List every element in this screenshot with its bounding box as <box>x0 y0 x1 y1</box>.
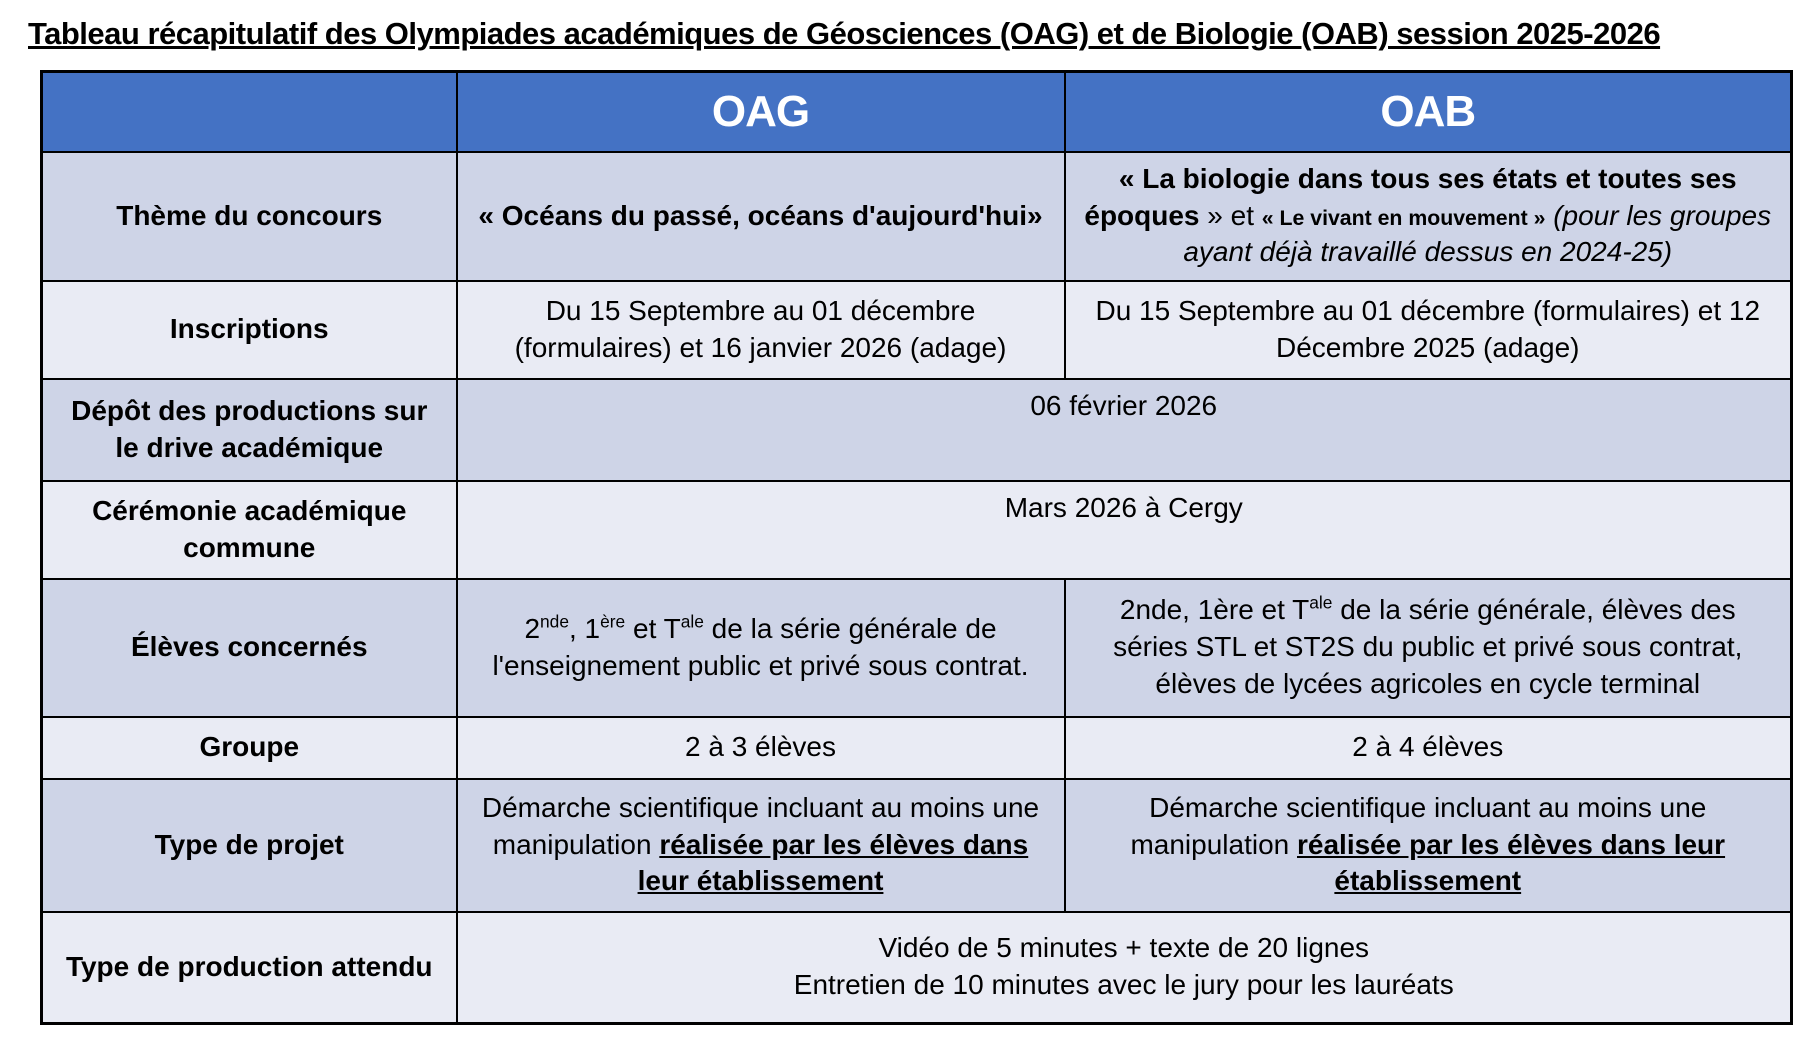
label-groupe: Groupe <box>40 715 458 780</box>
header-corner-cell <box>40 70 458 153</box>
cell-production-value: Vidéo de 5 minutes + texte de 20 lignes … <box>455 910 1793 1025</box>
label-depot: Dépôt des productions sur le drive acadé… <box>40 377 458 482</box>
eleves-oag-text: et T <box>625 612 681 644</box>
cell-projet-oab: Démarche scientifique incluant au moins … <box>1063 777 1793 913</box>
cell-eleves-oag: 2nde, 1ère et Tale de la série générale … <box>455 577 1066 718</box>
label-theme: Thème du concours <box>40 150 458 282</box>
row-inscriptions: Inscriptions Du 15 Septembre au 01 décem… <box>40 279 1793 380</box>
production-line2: Entretien de 10 minutes avec le jury pou… <box>793 969 1454 1001</box>
eleves-oag-text: de la série générale de l'enseignement p… <box>492 612 1029 681</box>
row-ceremonie: Cérémonie académique commune Mars 2026 à… <box>40 479 1793 580</box>
theme-oag-quote: « Océans du passé, océans d'aujourd'hui» <box>478 199 1043 231</box>
eleves-oag-sup-nde: nde <box>540 611 569 632</box>
label-ceremonie: Cérémonie académique commune <box>40 479 458 580</box>
cell-inscriptions-oab: Du 15 Septembre au 01 décembre (formulai… <box>1063 279 1793 380</box>
document-page: Tableau récapitulatif des Olympiades aca… <box>0 16 1812 1025</box>
label-production: Type de production attendu <box>40 910 458 1025</box>
cell-inscriptions-oag: Du 15 Septembre au 01 décembre (formulai… <box>455 279 1066 380</box>
cell-depot-value: 06 février 2026 <box>455 377 1793 482</box>
row-groupe: Groupe 2 à 3 élèves 2 à 4 élèves <box>40 715 1793 780</box>
row-projet: Type de projet Démarche scientifique inc… <box>40 777 1793 913</box>
row-theme: Thème du concours « Océans du passé, océ… <box>40 150 1793 282</box>
theme-oab-parenthetical: (pour les groupes ayant déjà travaillé d… <box>1183 199 1772 268</box>
page-title: Tableau récapitulatif des Olympiades aca… <box>28 16 1661 51</box>
row-eleves: Élèves concernés 2nde, 1ère et Tale de l… <box>40 577 1793 718</box>
cell-ceremonie-value: Mars 2026 à Cergy <box>455 479 1793 580</box>
row-production: Type de production attendu Vidéo de 5 mi… <box>40 910 1793 1025</box>
theme-oab-quote1: « La biologie dans tous ses états et tou… <box>1084 162 1737 231</box>
eleves-oab-text: de la série générale, élèves des séries … <box>1113 594 1743 699</box>
cell-eleves-oab: 2nde, 1ère et Tale de la série générale,… <box>1063 577 1793 718</box>
theme-oab-connector: » et <box>1199 199 1262 231</box>
olympiades-summary-table: OAG OAB Thème du concours « Océans du pa… <box>40 70 1793 1025</box>
eleves-oag-sup-ere: ère <box>600 611 626 632</box>
label-inscriptions: Inscriptions <box>40 279 458 380</box>
cell-groupe-oag: 2 à 3 élèves <box>455 715 1066 780</box>
cell-groupe-oab: 2 à 4 élèves <box>1063 715 1793 780</box>
table-header-row: OAG OAB <box>40 70 1793 153</box>
projet-oab-emphasis: réalisée par les élèves dans leur établi… <box>1297 828 1726 897</box>
eleves-oag-sup-ale: ale <box>680 611 704 632</box>
eleves-oab-sup-ale: ale <box>1309 592 1333 613</box>
header-oag: OAG <box>455 70 1066 153</box>
projet-oag-text: Démarche scientifique incluant au moins … <box>481 791 1040 860</box>
label-eleves: Élèves concernés <box>40 577 458 718</box>
cell-projet-oag: Démarche scientifique incluant au moins … <box>455 777 1066 913</box>
row-depot: Dépôt des productions sur le drive acadé… <box>40 377 1793 482</box>
header-oab: OAB <box>1063 70 1793 153</box>
production-line1: Vidéo de 5 minutes + texte de 20 lignes <box>878 932 1370 964</box>
cell-theme-oab: « La biologie dans tous ses états et tou… <box>1063 150 1793 282</box>
eleves-oag-text: , 1 <box>568 612 601 644</box>
cell-theme-oag: « Océans du passé, océans d'aujourd'hui» <box>455 150 1066 282</box>
eleves-oab-text: 2nde, 1ère et T <box>1119 594 1310 626</box>
label-projet: Type de projet <box>40 777 458 913</box>
eleves-oag-text: 2 <box>524 612 541 644</box>
projet-oab-text: Démarche scientifique incluant au moins … <box>1130 791 1707 860</box>
projet-oag-emphasis: réalisée par les élèves dans leur établi… <box>637 828 1029 897</box>
theme-oab-quote2: « Le vivant en mouvement » <box>1261 205 1546 230</box>
